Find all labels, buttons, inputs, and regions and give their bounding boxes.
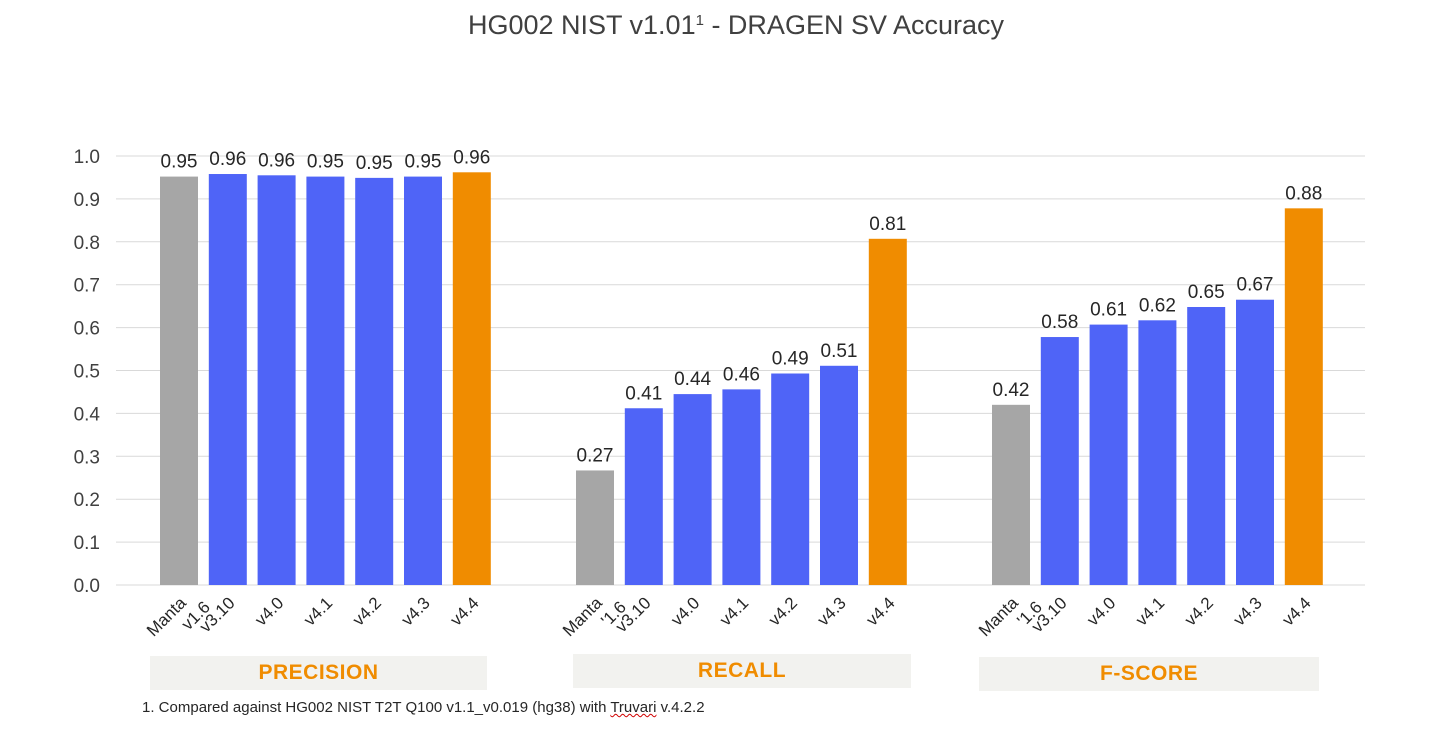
chart-title-suffix: - DRAGEN SV Accuracy: [703, 10, 1005, 40]
x-tick-label: v4.3: [814, 593, 850, 629]
bar-recall-1: [624, 408, 663, 585]
x-tick-label: v4.2: [349, 593, 385, 629]
data-label: 0.96: [209, 149, 246, 170]
x-tick-label: v4.3: [1230, 593, 1266, 629]
bar-f-score-1: [1040, 337, 1079, 585]
x-tick-label: v4.1: [1132, 593, 1168, 629]
x-tick-label: v4.0: [1083, 593, 1119, 629]
data-label: 0.61: [1090, 300, 1127, 321]
x-tick-label-line: v4.2: [349, 593, 385, 629]
y-tick-label: 0.7: [74, 276, 100, 297]
y-tick-label: 0.3: [74, 447, 100, 468]
bar-precision-4: [355, 177, 394, 585]
data-label: 0.58: [1041, 312, 1078, 333]
x-tick-label: v4.4: [1278, 593, 1314, 629]
x-tick-label: v4.1: [300, 593, 336, 629]
y-tick-label: 0.1: [74, 533, 100, 554]
data-label: 0.41: [625, 383, 662, 404]
group-label-fscore-text: F-SCORE: [1100, 662, 1198, 685]
data-label: 0.88: [1285, 183, 1322, 204]
data-label: 0.49: [772, 349, 809, 370]
group-label-recall-text: RECALL: [697, 659, 787, 682]
bar-recall-4: [771, 373, 810, 585]
x-tick-label: v4.3: [398, 593, 434, 629]
group-label-precision: PRECISION: [150, 656, 487, 690]
x-tick-label-line: v4.4: [862, 593, 898, 629]
y-tick-label: 0.4: [74, 404, 101, 425]
bar-f-score-0: [992, 404, 1030, 585]
bar-precision-6: [452, 172, 491, 585]
bar-f-score-6: [1284, 208, 1323, 585]
y-tick-label: 1.0: [74, 147, 100, 168]
bar-precision-2: [257, 175, 296, 585]
bar-precision-3: [306, 176, 345, 586]
x-tick-label-line: v4.1: [716, 593, 752, 629]
data-label: 0.42: [993, 380, 1030, 401]
data-label: 0.95: [307, 152, 344, 173]
x-tick-label-line: v4.0: [667, 593, 703, 629]
x-tick-label: v4.2: [1181, 593, 1217, 629]
x-tick-label-line: v4.2: [765, 593, 801, 629]
data-label: 0.27: [577, 445, 614, 466]
footnote-prefix: 1. Compared against HG002 NIST T2T Q100 …: [142, 699, 611, 716]
chart-title: HG002 NIST v1.011 - DRAGEN SV Accuracy: [0, 10, 1430, 41]
data-label: 0.44: [674, 369, 711, 390]
y-tick-label: 0.6: [74, 319, 100, 340]
data-label: 0.95: [356, 153, 393, 174]
group-label-fscore: F-SCORE: [979, 657, 1319, 691]
x-tick-label-line: v4.0: [1083, 593, 1119, 629]
data-label: 0.46: [723, 364, 760, 385]
bar-f-score-4: [1187, 307, 1226, 585]
x-tick-label-line: v4.3: [398, 593, 434, 629]
x-tick-label: v4.0: [667, 593, 703, 629]
x-tick-label-line: v4.4: [446, 593, 482, 629]
bar-f-score-2: [1089, 324, 1128, 585]
bar-recall-6: [868, 238, 907, 585]
footnote: 1. Compared against HG002 NIST T2T Q100 …: [142, 699, 705, 716]
x-tick-label-line: v4.4: [1278, 593, 1314, 629]
bar-precision-5: [404, 176, 442, 586]
y-tick-label: 0.2: [74, 490, 100, 511]
chart-title-superscript: 1: [695, 12, 704, 29]
data-label: 0.81: [869, 214, 906, 235]
data-label: 0.62: [1139, 295, 1176, 316]
footnote-underlined-word: Truvari: [610, 699, 657, 716]
data-label: 0.65: [1188, 282, 1225, 303]
x-tick-label-line: v4.3: [1230, 593, 1266, 629]
x-tick-label-line: v4.1: [1132, 593, 1168, 629]
x-tick-label-line: v4.1: [300, 593, 336, 629]
x-tick-label: v4.4: [862, 593, 898, 629]
x-tick-label-line: v4.0: [251, 593, 287, 629]
y-tick-label: 0.8: [74, 233, 100, 254]
group-label-recall: RECALL: [573, 654, 911, 688]
y-tick-label: 0.5: [74, 362, 100, 383]
bar-precision-0: [160, 176, 198, 586]
x-tick-label-line: v4.3: [814, 593, 850, 629]
data-label: 0.95: [405, 152, 442, 173]
x-tick-label-line: v4.2: [1181, 593, 1217, 629]
bar-recall-3: [722, 389, 761, 585]
bar-recall-0: [576, 470, 614, 585]
bar-f-score-5: [1236, 299, 1274, 585]
x-tick-label: v4.0: [251, 593, 287, 629]
bar-recall-2: [673, 394, 712, 585]
data-label: 0.51: [821, 341, 858, 362]
data-label: 0.95: [161, 152, 198, 173]
footnote-suffix: v.4.2.2: [656, 699, 705, 716]
x-tick-label: v4.2: [765, 593, 801, 629]
chart-title-main: HG002 NIST v1.01: [467, 10, 696, 40]
data-label: 0.96: [258, 150, 295, 171]
y-tick-label: 0.9: [74, 190, 100, 211]
y-tick-label: 0.0: [74, 576, 100, 597]
x-tick-label: v4.4: [446, 593, 482, 629]
bar-precision-1: [208, 174, 247, 585]
data-label: 0.96: [453, 147, 490, 168]
x-tick-label: v4.1: [716, 593, 752, 629]
group-label-precision-text: PRECISION: [258, 661, 379, 684]
data-label: 0.67: [1237, 275, 1274, 296]
bar-recall-5: [820, 365, 858, 585]
bar-f-score-3: [1138, 320, 1177, 585]
